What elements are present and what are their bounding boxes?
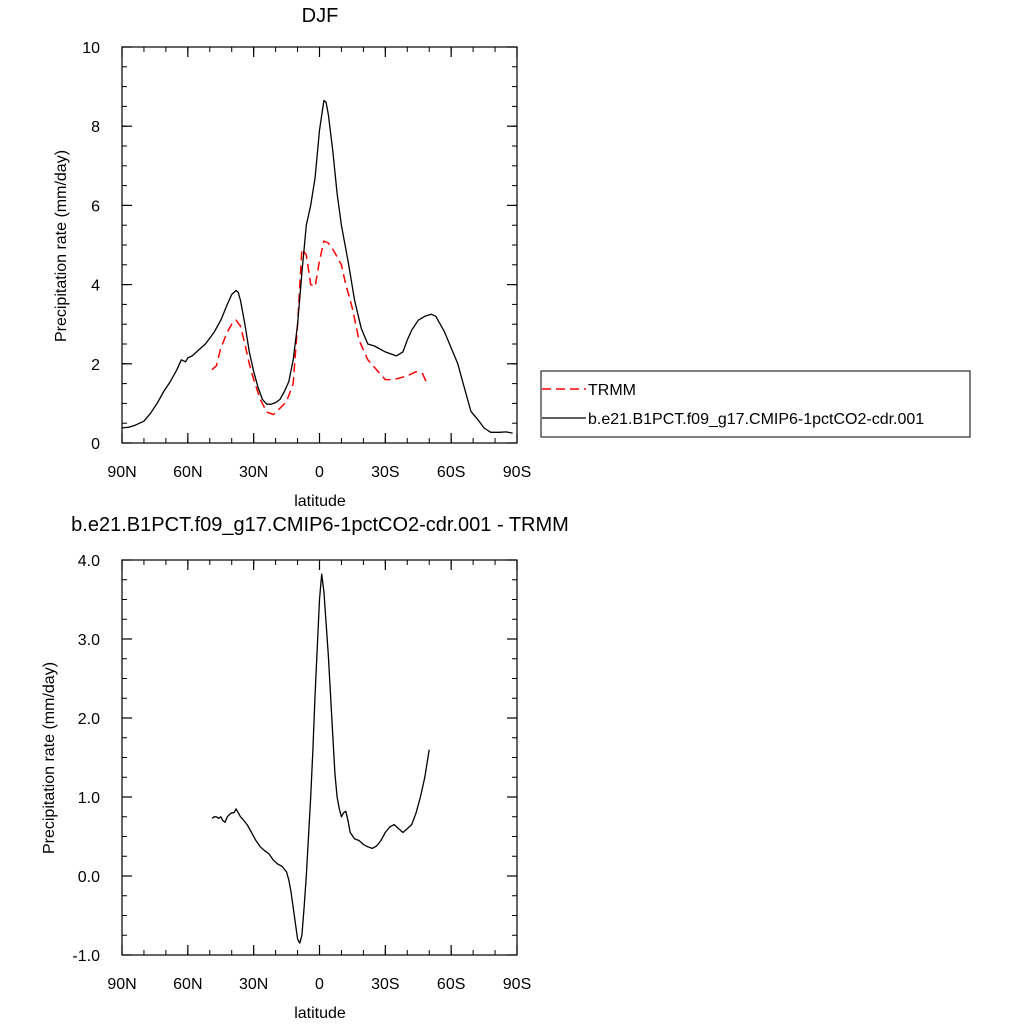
y-tick-label: 8	[91, 119, 100, 136]
y-tick-label: 4	[91, 278, 100, 295]
y-tick-label: 0	[91, 436, 100, 453]
chart-2-series	[211, 573, 430, 944]
y-tick-label: 6	[91, 198, 100, 215]
x-tick-label: 30S	[371, 464, 399, 481]
y-tick-label: 10	[82, 40, 100, 57]
series-line-difference	[211, 573, 430, 944]
x-tick-label: 60N	[173, 464, 202, 481]
x-tick-label: 0	[315, 976, 324, 993]
chart-2-title: b.e21.B1PCT.f09_g17.CMIP6-1pctCO2-cdr.00…	[71, 514, 569, 536]
x-tick-label: 90N	[107, 976, 136, 993]
x-tick-label: 90N	[107, 464, 136, 481]
x-tick-label: 60N	[173, 976, 202, 993]
x-tick-label: 90S	[503, 976, 531, 993]
x-tick-label: 30N	[239, 464, 268, 481]
y-tick-label: 3.0	[78, 632, 100, 649]
chart-1-series	[121, 99, 513, 434]
plot-frame	[121, 46, 518, 444]
legend-label-trmm: TRMM	[588, 382, 636, 399]
y-tick-label: 1.0	[78, 790, 100, 807]
x-tick-label: 90S	[503, 464, 531, 481]
plot-frame	[121, 559, 518, 956]
series-line-trmm	[211, 240, 428, 416]
chart-1-axes: 90N 60N 30N 0 30S 60S 90S 0 2 4 6 8 10	[82, 40, 531, 481]
x-tick-label: 60S	[437, 976, 465, 993]
x-tick-label: 30N	[239, 976, 268, 993]
legend-box	[540, 370, 971, 438]
y-tick-label: 2.0	[78, 711, 100, 728]
series-line-model	[121, 99, 513, 434]
x-tick-label: 30S	[371, 976, 399, 993]
chart-2-axes: 90N 60N 30N 0 30S 60S 90S -1.0 0.0 1.0 2.0 3.0 4.0	[72, 553, 531, 993]
chart-2-x-axis-label: latitude	[294, 1005, 346, 1022]
chart-2-y-axis-label: Precipitation rate (mm/day)	[41, 662, 58, 854]
chart-1-legend: TRMM b.e21.B1PCT.f09_g17.CMIP6-1pctCO2-c…	[540, 370, 971, 438]
y-tick-label: -1.0	[72, 948, 100, 965]
legend-label-model: b.e21.B1PCT.f09_g17.CMIP6-1pctCO2-cdr.00…	[588, 411, 924, 428]
chart-1-x-axis-label: latitude	[294, 493, 346, 510]
y-tick-label: 2	[91, 357, 100, 374]
x-tick-label: 0	[315, 464, 324, 481]
y-tick-label: 0.0	[78, 869, 100, 886]
y-tick-label: 4.0	[78, 553, 100, 570]
chart-1-y-axis-label: Precipitation rate (mm/day)	[53, 150, 70, 342]
chart-1-title: DJF	[302, 5, 339, 27]
x-tick-label: 60S	[437, 464, 465, 481]
